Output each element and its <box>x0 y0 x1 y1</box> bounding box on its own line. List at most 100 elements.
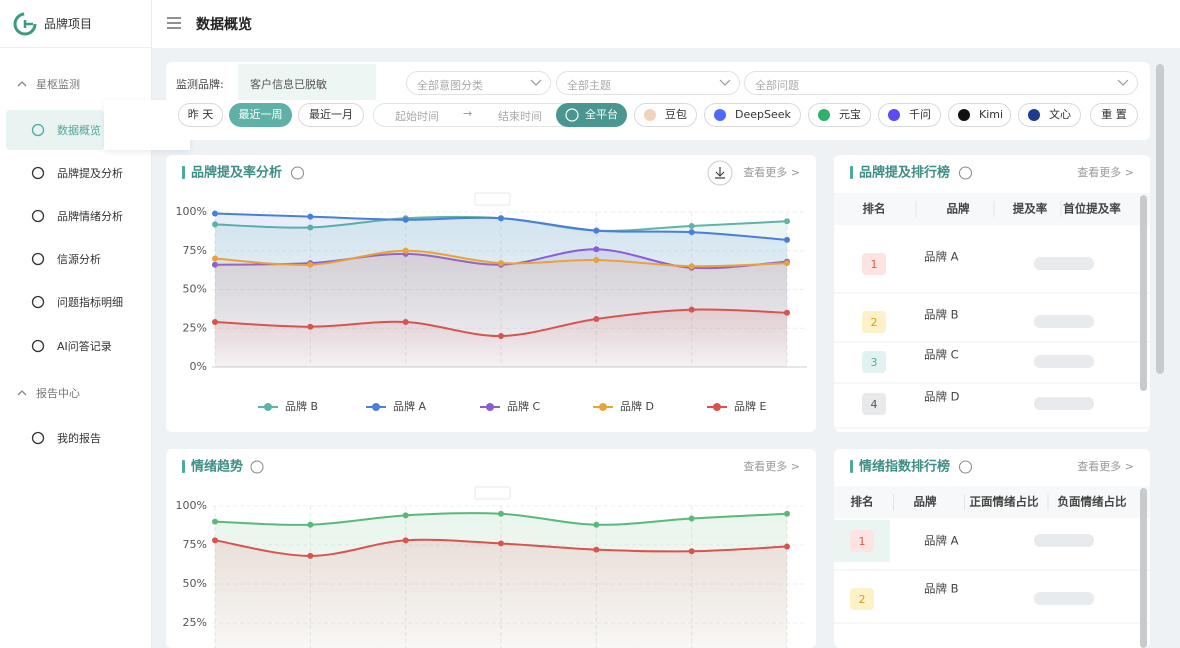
table-header <box>834 486 1150 518</box>
point <box>784 543 790 550</box>
point <box>593 521 600 528</box>
help-icon <box>291 166 304 180</box>
logo-wrap <box>12 11 38 37</box>
ranking-wrap: 品牌提及排行榜 查看更多 > 排名 品牌 提及率 首位提及率 1 品牌 A 2 品牌 B 3 品牌 C… <box>834 155 1150 432</box>
arrow <box>719 79 731 86</box>
section-title[interactable]: 星枢监测 <box>36 78 80 91</box>
brand-name: 品牌 B <box>924 582 959 596</box>
point <box>688 515 695 522</box>
point <box>212 537 218 544</box>
menu-item[interactable]: 品牌情绪分析 <box>57 210 123 223</box>
point <box>593 257 600 264</box>
chevron <box>17 81 27 87</box>
chevron-up <box>17 81 27 87</box>
menu-icon-wrap <box>31 123 45 137</box>
reset-button[interactable]: 重 置 <box>1090 103 1138 127</box>
menu-item[interactable]: 信源分析 <box>57 253 101 266</box>
menu-icon <box>31 209 45 223</box>
platform-button[interactable]: 全平台 <box>556 103 627 127</box>
select-arrow-wrap <box>719 78 731 88</box>
platform-icon-wrap <box>887 108 901 122</box>
point <box>212 518 218 525</box>
select[interactable]: 全部主题 <box>556 71 740 95</box>
date-end: 结束时间 <box>498 110 542 123</box>
point <box>212 210 218 217</box>
period-button[interactable]: 最近一月 <box>298 103 364 127</box>
point <box>307 323 314 330</box>
point <box>307 261 314 268</box>
card-title: 情绪趋势 <box>191 459 243 475</box>
legend-label[interactable]: 品牌 D <box>620 399 654 413</box>
menu-item[interactable]: 我的报告 <box>57 432 101 445</box>
point <box>688 548 695 555</box>
skeleton <box>1034 534 1094 547</box>
menu-icon <box>31 166 45 180</box>
menu-icon <box>31 123 45 137</box>
more-link[interactable]: 查看更多 > <box>1077 459 1134 473</box>
sidebar: 品牌项目 星枢监测 数据概览 品牌提及分析 品牌情绪分析 信源分析 问题指标明细 AI问答记录… <box>0 0 152 648</box>
more-link[interactable]: 查看更多 > <box>743 165 800 179</box>
legend-label[interactable]: 品牌 B <box>285 399 318 413</box>
legend-label[interactable]: 品牌 A <box>393 399 426 413</box>
point <box>784 218 790 225</box>
rank-number: 4 <box>871 398 878 411</box>
platform-icon <box>1028 109 1040 121</box>
platform-button[interactable]: DeepSeek <box>704 103 801 127</box>
select-arrow-wrap <box>1117 78 1129 88</box>
platform-icon-wrap <box>565 108 579 122</box>
scrollbar <box>1156 64 1164 374</box>
rank-badge <box>862 393 886 415</box>
header-bar <box>152 0 1180 48</box>
view-toggle <box>474 486 511 500</box>
more-link[interactable]: 查看更多 > <box>1077 165 1134 179</box>
ranking-card: 品牌提及排行榜 查看更多 > 排名 品牌 提及率 首位提及率 1 品牌 A 2 品牌 B 3 品牌 C… <box>834 155 1150 432</box>
card-title: 品牌提及排行榜 <box>859 165 950 181</box>
skeleton <box>1034 257 1094 270</box>
platform-button[interactable]: 千问 <box>878 103 941 127</box>
platform-icon <box>714 109 726 121</box>
point <box>498 510 504 517</box>
y-tick-label: 50% <box>183 577 207 590</box>
point <box>402 216 409 223</box>
platform-label: 元宝 <box>839 108 861 121</box>
chart: 品牌提及率分析 查看更多 > 0% 25% 50% 75% 100% 品牌 B 品牌 A 品牌 C… <box>176 160 807 413</box>
brand-input[interactable]: 客户信息已脱敏 <box>238 64 376 100</box>
date-start: 起始时间 <box>395 110 439 123</box>
platform-button[interactable]: 豆包 <box>634 103 697 127</box>
menu-item[interactable]: 品牌提及分析 <box>57 167 123 180</box>
point <box>307 521 314 528</box>
legend-label[interactable]: 品牌 C <box>507 399 540 413</box>
rank-number: 2 <box>871 316 878 329</box>
point <box>498 215 504 222</box>
more-link[interactable]: 查看更多 > <box>743 459 800 473</box>
platform-button[interactable]: Kimi <box>948 103 1011 127</box>
platform-button[interactable]: 元宝 <box>808 103 871 127</box>
menu-item[interactable]: 数据概览 <box>57 124 101 137</box>
point <box>688 222 695 229</box>
divider <box>0 47 152 48</box>
menu-item[interactable]: AI问答记录 <box>57 340 112 353</box>
ranking-wrap: 情绪指数排行榜 查看更多 > 排名 品牌 正面情绪占比 负面情绪占比 1 品牌 A 2 品牌 B <box>834 449 1150 648</box>
menu-icon <box>31 431 45 445</box>
period-button[interactable]: 最近一周 <box>229 103 292 127</box>
section-title[interactable]: 报告中心 <box>36 387 80 400</box>
menu-item[interactable]: 问题指标明细 <box>57 296 123 309</box>
platform-button[interactable]: 文心 <box>1018 103 1081 127</box>
legend-label[interactable]: 品牌 E <box>734 399 766 413</box>
legend-dot <box>599 403 607 411</box>
select[interactable]: 全部问题 <box>744 71 1138 95</box>
platform-logo <box>818 109 830 121</box>
select[interactable]: 全部意图分类 <box>406 71 551 95</box>
rank-badge <box>862 351 886 373</box>
y-tick-label: 75% <box>183 538 207 551</box>
period-button[interactable]: 昨 天 <box>178 103 223 127</box>
table-scrollbar <box>1140 195 1147 391</box>
menu-icon-wrap <box>31 166 45 180</box>
platform-icon-wrap <box>817 108 831 122</box>
select-arrow <box>530 79 542 86</box>
platform-label: DeepSeek <box>735 108 791 121</box>
chart-card: 品牌提及率分析 查看更多 > 0% 25% 50% 75% 100% 品牌 B 品牌 A 品牌 C… <box>166 155 816 432</box>
y-tick-label: 75% <box>183 244 207 257</box>
